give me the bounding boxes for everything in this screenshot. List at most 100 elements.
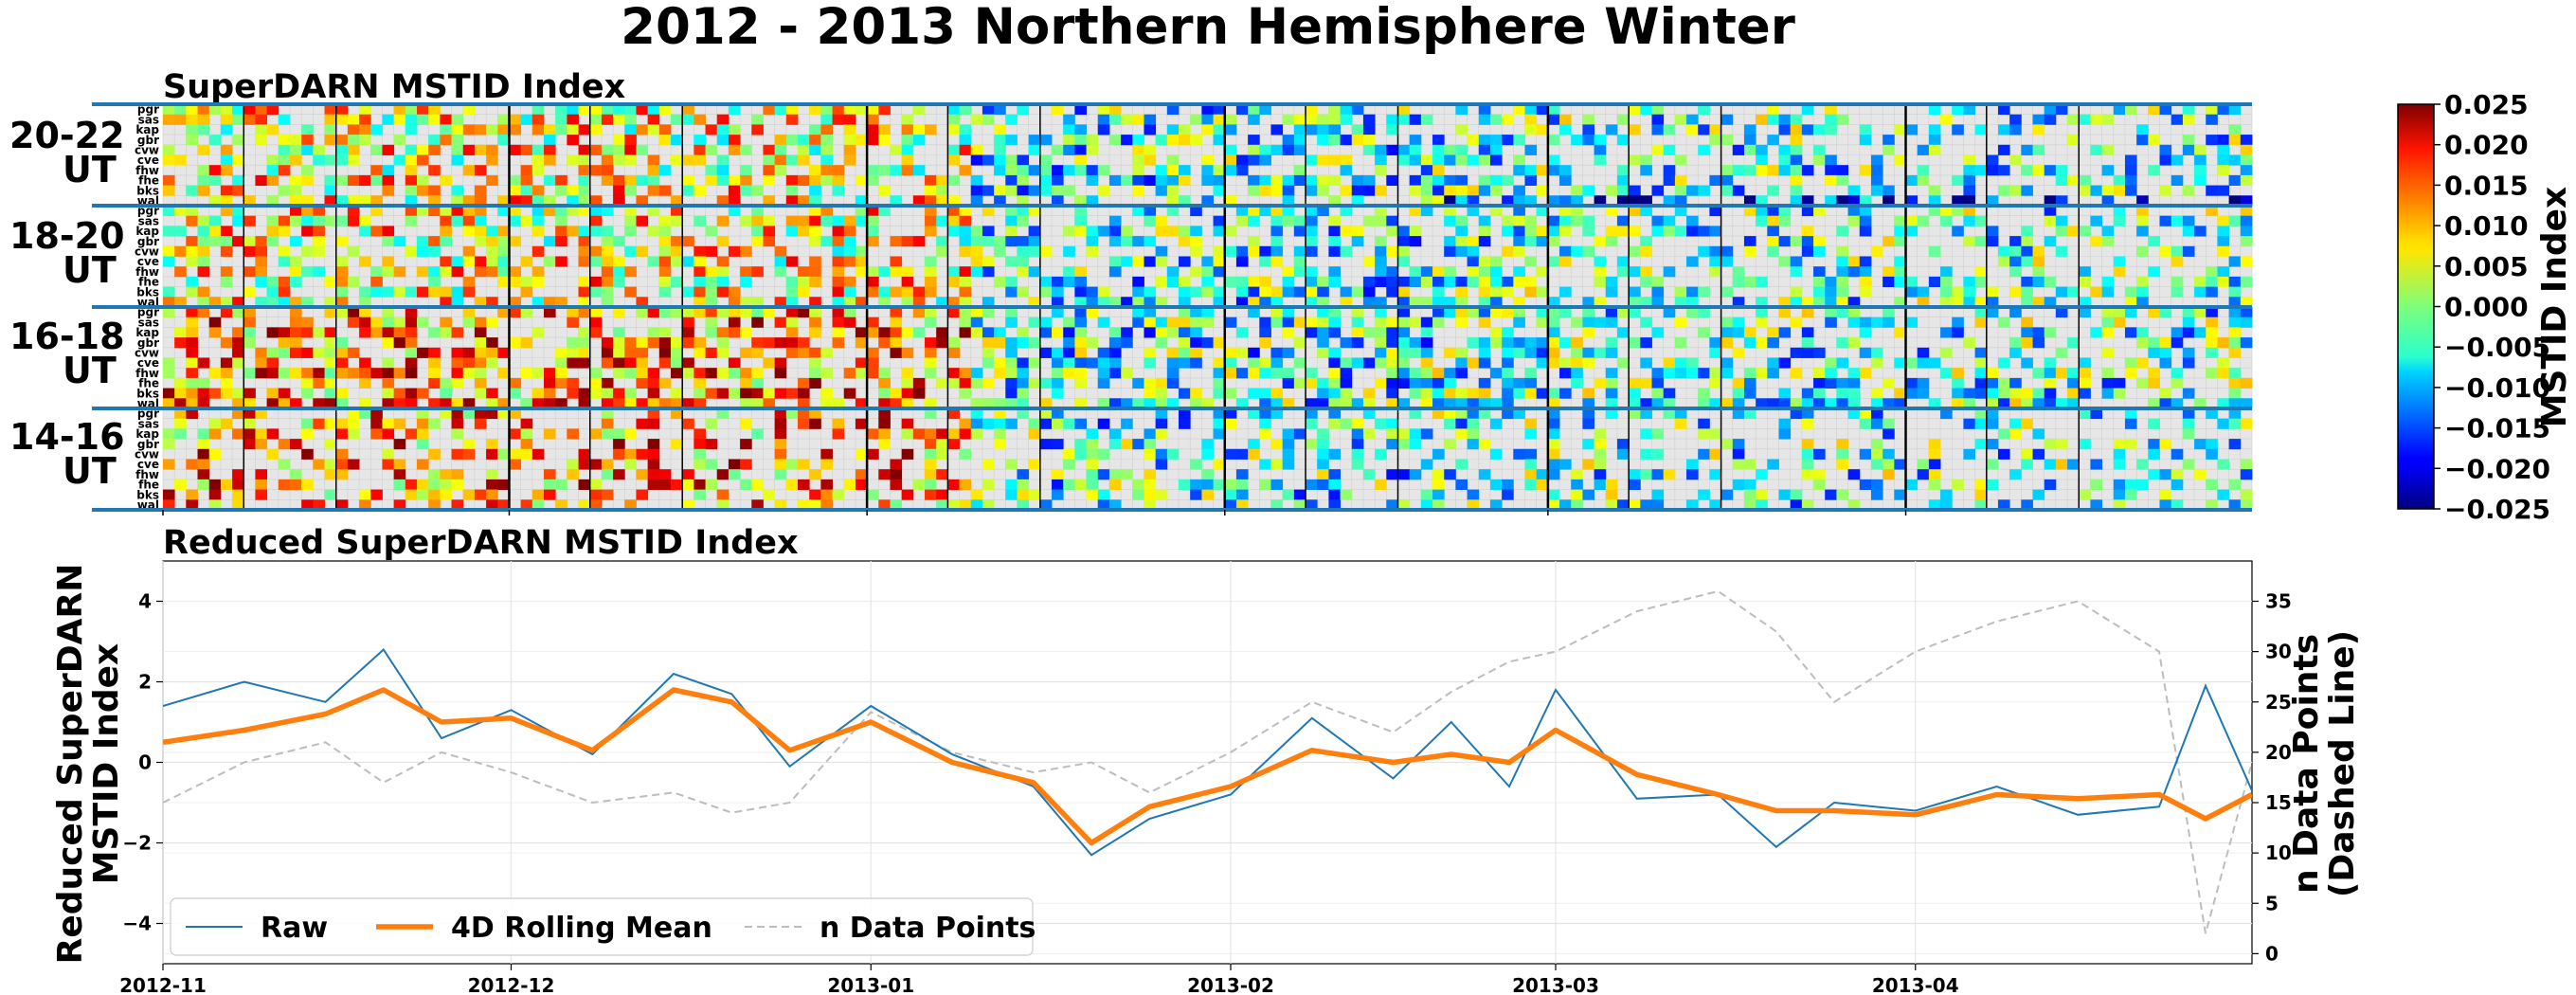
- heatmap-cell: [1097, 165, 1110, 176]
- heatmap-cell: [694, 377, 706, 389]
- heatmap-cell: [1594, 135, 1607, 146]
- heatmap-cell: [1489, 368, 1503, 379]
- heatmap-cell: [462, 489, 476, 500]
- heatmap-cell: [751, 368, 764, 379]
- heatmap-cell: [1825, 195, 1837, 207]
- heatmap-cell: [798, 215, 810, 226]
- heatmap-cell: [1467, 418, 1480, 429]
- heatmap-cell: [1166, 317, 1180, 328]
- heatmap-cell: [1097, 185, 1110, 196]
- heatmap-cell: [694, 489, 706, 500]
- heatmap-cell: [186, 124, 198, 136]
- heatmap-cell: [509, 114, 522, 125]
- heatmap-cell: [1028, 337, 1041, 349]
- heatmap-cell: [1248, 104, 1260, 116]
- heatmap-cell: [601, 114, 614, 125]
- heatmap-cell: [208, 368, 222, 379]
- heatmap-cell: [589, 499, 603, 511]
- heatmap-cell: [2113, 307, 2126, 318]
- heatmap-cell: [2240, 144, 2253, 155]
- heatmap-cell: [186, 499, 198, 511]
- heatmap-cell: [1155, 215, 1168, 226]
- heatmap-cell: [2159, 185, 2172, 196]
- heatmap-cell: [278, 256, 291, 267]
- heatmap-cell: [2090, 499, 2103, 511]
- heatmap-cell: [613, 104, 625, 116]
- heatmap-cell: [694, 256, 706, 267]
- heatmap-cell: [843, 256, 856, 267]
- radar-label-sas: sas: [138, 417, 159, 430]
- heatmap-cell: [1086, 337, 1099, 349]
- heatmap-cell: [705, 245, 718, 257]
- heatmap-cell: [1489, 185, 1503, 196]
- heatmap-cell: [2136, 124, 2149, 136]
- heatmap-cell: [335, 276, 349, 287]
- heatmap-cell: [1651, 377, 1665, 389]
- heatmap-cell: [1905, 377, 1918, 389]
- heatmap-cell: [925, 215, 937, 226]
- heatmap-cell: [959, 428, 972, 440]
- heatmap-cell: [994, 418, 1006, 429]
- heatmap-cell: [740, 418, 752, 429]
- heatmap-cell: [601, 408, 614, 420]
- heatmap-cell: [1420, 206, 1433, 217]
- heatmap-cell: [1235, 479, 1249, 490]
- heatmap-cell: [1144, 489, 1157, 500]
- heatmap-cell: [544, 236, 556, 247]
- heatmap-cell: [2228, 286, 2242, 298]
- heatmap-cell: [1144, 297, 1157, 308]
- heatmap-cell: [647, 307, 660, 318]
- heatmap-cell: [1836, 398, 1849, 409]
- heatmap-cell: [497, 398, 510, 409]
- heatmap-cell: [324, 215, 337, 226]
- heatmap-cell: [1409, 297, 1422, 308]
- heatmap-cell: [2090, 215, 2103, 226]
- colorbar-tick-label: 0.000: [2444, 292, 2529, 323]
- heatmap-cell: [486, 266, 498, 278]
- heatmap-cell: [2021, 144, 2033, 155]
- heatmap-cell: [1605, 286, 1618, 298]
- heatmap-cell: [1616, 439, 1630, 450]
- heatmap-cell: [2101, 114, 2115, 125]
- heatmap-cell: [520, 499, 533, 511]
- heatmap-cell: [1052, 368, 1064, 379]
- heatmap-cell: [1974, 489, 1988, 500]
- heatmap-cell: [1847, 398, 1861, 409]
- heatmap-cell: [486, 479, 498, 490]
- heatmap-cell: [405, 185, 418, 196]
- heatmap-cell: [1444, 368, 1456, 379]
- heatmap-cell: [186, 215, 198, 226]
- heatmap-cell: [947, 347, 960, 358]
- heatmap-cell: [255, 439, 268, 450]
- heatmap-cell: [1825, 357, 1837, 369]
- heatmap-cell: [694, 428, 706, 440]
- heatmap-cell: [1547, 307, 1560, 318]
- heatmap-cell: [970, 418, 983, 429]
- heatmap-cell: [544, 388, 556, 399]
- heatmap-cell: [1651, 286, 1665, 298]
- heatmap-cell: [1328, 357, 1341, 369]
- heatmap-cell: [428, 489, 441, 500]
- heatmap-cell: [1882, 307, 1895, 318]
- heatmap-cell: [359, 256, 371, 267]
- heatmap-cell: [208, 489, 222, 500]
- heatmap-cell: [740, 174, 752, 186]
- heatmap-cell: [1801, 236, 1814, 247]
- heatmap-cell: [462, 439, 476, 450]
- heatmap-cell: [658, 327, 672, 338]
- heatmap-cell: [1190, 459, 1202, 470]
- heatmap-cell: [1432, 307, 1445, 318]
- heatmap-cell: [1224, 114, 1237, 125]
- heatmap-cell: [486, 174, 498, 186]
- heatmap-cell: [878, 428, 891, 440]
- heatmap-cell: [567, 185, 579, 196]
- heatmap-cell: [1547, 317, 1560, 328]
- radar-label-cve: cve: [137, 255, 159, 268]
- heatmap-cell: [1086, 135, 1099, 146]
- heatmap-cell: [1536, 469, 1549, 480]
- heatmap-cell: [335, 256, 349, 267]
- heatmap-cell: [1155, 165, 1168, 176]
- heatmap-cell: [405, 479, 418, 490]
- heatmap-cell: [220, 337, 233, 349]
- heatmap-cell: [163, 206, 175, 217]
